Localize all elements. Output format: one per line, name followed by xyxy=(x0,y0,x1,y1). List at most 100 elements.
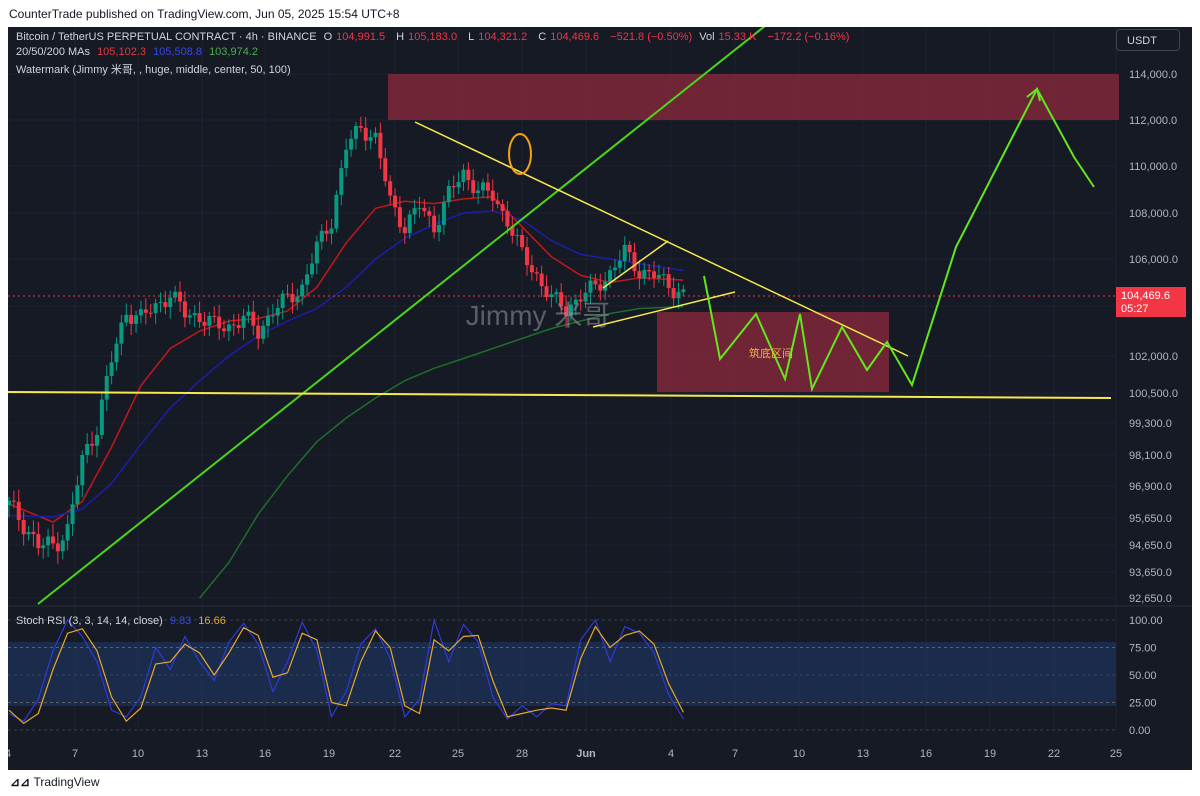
time-tick-label: 13 xyxy=(196,748,208,760)
candle-body xyxy=(471,180,476,194)
tradingview-logo[interactable]: ⊿⊿ TradingView xyxy=(10,775,100,789)
candle-body xyxy=(36,534,41,549)
candle-body xyxy=(481,182,486,191)
candle-body xyxy=(554,292,559,295)
open-value: 104,991.5 xyxy=(336,31,386,43)
candle-body xyxy=(564,306,569,317)
price-tick-label: 110,000.0 xyxy=(1129,161,1177,173)
candle-body xyxy=(246,311,251,316)
ma-layer xyxy=(8,195,684,599)
candle-body xyxy=(568,304,573,317)
candle-body xyxy=(129,314,134,324)
rsi-layer xyxy=(8,617,1116,731)
candle-body xyxy=(70,504,75,525)
trendline-yellow-descending xyxy=(414,121,909,357)
publisher-line: CounterTrade published on TradingView.co… xyxy=(9,7,400,21)
candle-body xyxy=(427,211,432,216)
candle-body xyxy=(256,325,261,339)
candle-body xyxy=(119,322,124,344)
candle-body xyxy=(632,252,637,272)
triangle-lower xyxy=(592,291,736,328)
candle-body xyxy=(652,271,657,278)
candle-body xyxy=(495,200,500,205)
candle-body xyxy=(515,235,520,237)
price-tick-label: 108,000.0 xyxy=(1129,208,1178,220)
candle-body xyxy=(583,292,588,302)
candle-body xyxy=(422,207,427,212)
candle-body xyxy=(539,273,544,287)
candle-body xyxy=(55,543,60,552)
candle-body xyxy=(163,302,168,308)
rsi-k-value: 9.83 xyxy=(169,615,192,627)
vol-change: −172.2 (−0.16%) xyxy=(767,31,850,43)
time-tick-label: 4 xyxy=(668,748,674,760)
rsi-legend: Stoch RSI (3, 3, 14, 14, close) 9.83 16.… xyxy=(16,615,230,627)
candle-body xyxy=(661,274,666,276)
candle-body xyxy=(178,291,183,302)
candle-layer xyxy=(8,116,686,564)
time-tick-label: 10 xyxy=(793,748,805,760)
rsi-axis: 100.00 75.00 50.00 25.00 0.00 xyxy=(1129,615,1163,737)
watermark: Jimmy 米哥 xyxy=(466,300,611,331)
highlight-circle xyxy=(508,133,532,175)
currency-selector[interactable]: USDT xyxy=(1116,29,1180,51)
rsi-tick-label: 50.00 xyxy=(1129,670,1157,682)
time-tick-label: 7 xyxy=(72,748,78,760)
price-tick-label: 114,000.0 xyxy=(1129,69,1177,81)
rsi-d-value: 16.66 xyxy=(198,615,226,627)
candle-body xyxy=(60,540,65,552)
candle-body xyxy=(50,536,55,544)
candle-body xyxy=(290,293,295,303)
candle-body xyxy=(490,190,495,201)
candle-body xyxy=(158,302,163,304)
candle-body xyxy=(168,297,173,308)
candle-body xyxy=(143,309,148,313)
candle-body xyxy=(217,316,222,329)
trendline-yellow-horizontal xyxy=(8,391,1112,399)
time-tick-label: 7 xyxy=(732,748,738,760)
candle-body xyxy=(314,241,319,264)
ma20-value: 105,102.3 xyxy=(97,46,146,58)
price-tick-label: 92,650.0 xyxy=(1129,593,1172,605)
high-value: 105,183.0 xyxy=(408,31,458,43)
candle-body xyxy=(300,284,305,297)
rsi-tick-label: 75.00 xyxy=(1129,643,1157,655)
ma-label: 20/50/200 MAs xyxy=(16,46,90,58)
time-tick-label: 16 xyxy=(259,748,271,760)
price-tick-label: 94,650.0 xyxy=(1129,540,1172,552)
candle-body xyxy=(212,315,217,317)
candle-body xyxy=(85,443,90,455)
candle-body xyxy=(637,271,642,279)
legend-watermark-line: Watermark (Jimmy 米哥, , huge, middle, cen… xyxy=(16,64,291,76)
candle-body xyxy=(407,214,412,234)
candle-body xyxy=(11,500,16,502)
candle-body xyxy=(16,501,21,520)
low-label: L xyxy=(468,31,475,43)
chart-svg[interactable]: Jimmy 米哥 筑底区间 114,000.0 112,000.0 110,000.… xyxy=(8,27,1192,770)
close-label: C xyxy=(538,31,547,43)
chart-panel[interactable]: Jimmy 米哥 筑底区间 114,000.0 112,000.0 110,000.… xyxy=(8,27,1192,770)
candle-body xyxy=(241,315,246,328)
candle-body xyxy=(412,208,417,215)
candle-body xyxy=(520,235,525,248)
candle-body xyxy=(397,207,402,228)
candle-body xyxy=(153,303,158,313)
candle-body xyxy=(573,299,578,305)
supply-zone xyxy=(388,74,1119,120)
candle-body xyxy=(236,325,241,328)
candle-body xyxy=(358,126,363,128)
candle-body xyxy=(114,343,119,363)
candle-body xyxy=(261,325,266,339)
candle-body xyxy=(642,269,647,279)
candle-body xyxy=(309,263,314,275)
footer: ⊿⊿ TradingView xyxy=(0,770,1200,796)
candle-body xyxy=(461,169,466,183)
high-label: H xyxy=(396,31,405,43)
candle-body xyxy=(666,274,671,289)
candle-body xyxy=(270,315,275,317)
price-tick-label: 96,900.0 xyxy=(1129,481,1172,493)
candle-body xyxy=(402,227,407,234)
candle-body xyxy=(451,185,456,188)
candle-body xyxy=(598,284,603,291)
candle-body xyxy=(500,204,505,211)
